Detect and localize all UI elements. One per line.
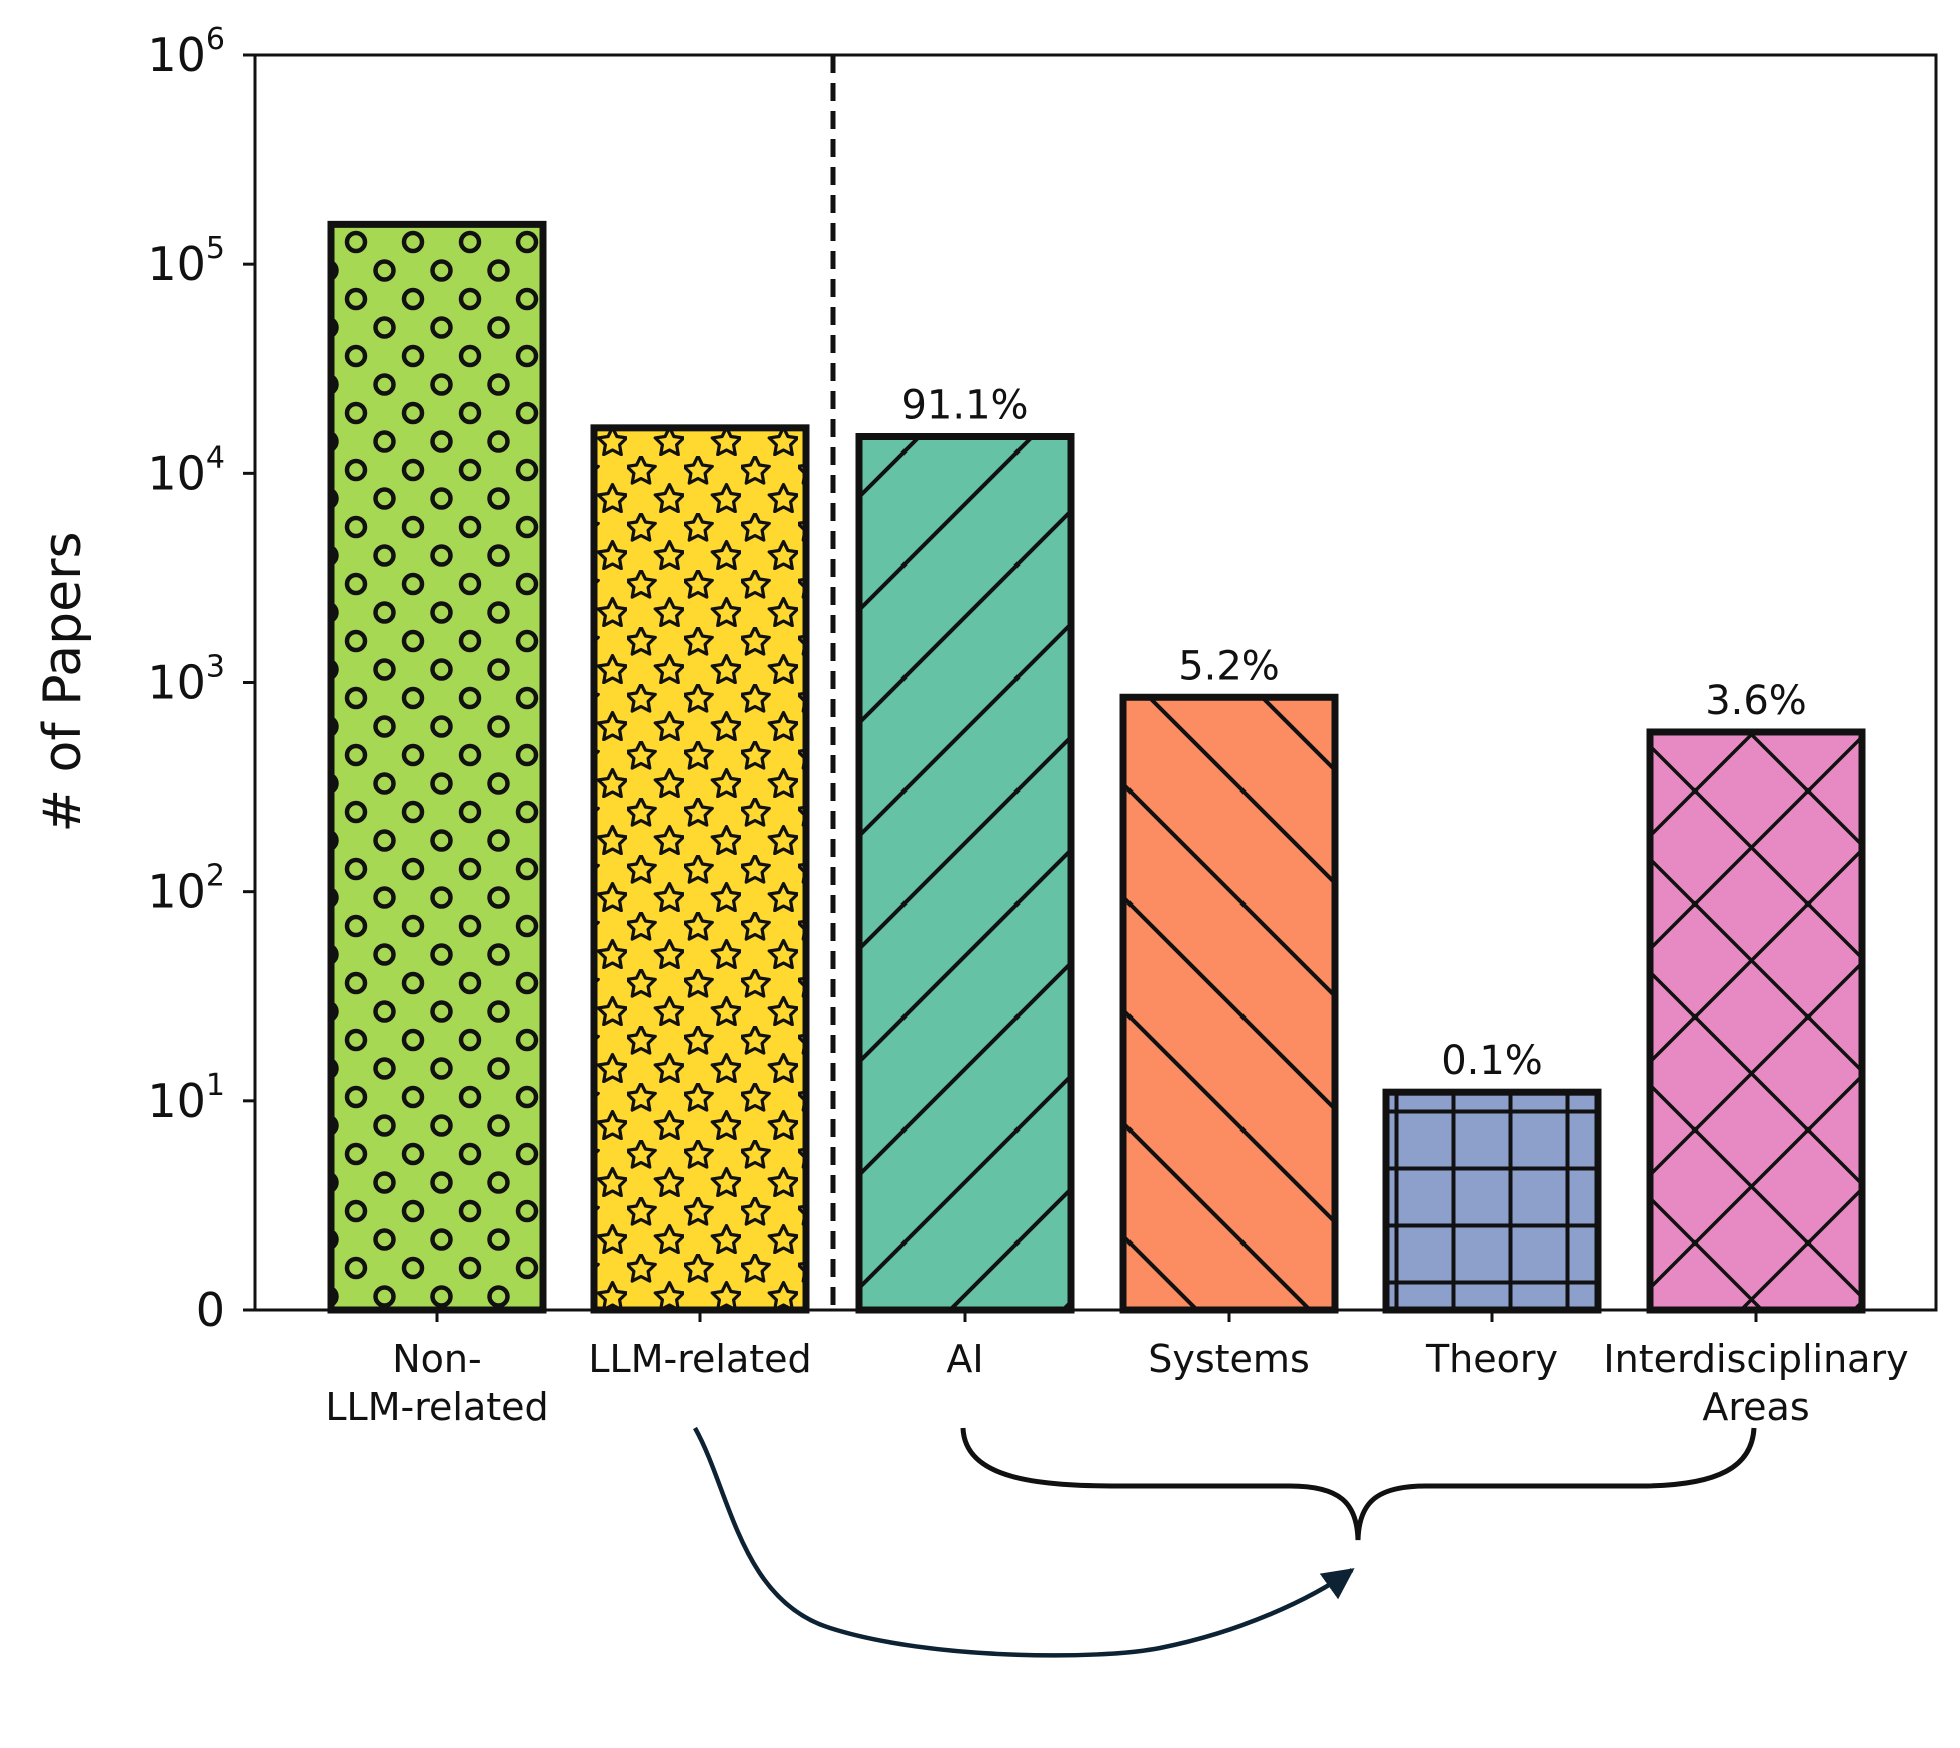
group-brace: [960, 1427, 1757, 1541]
bar-6: [1646, 728, 1866, 1314]
data-label: 5.2%: [1178, 643, 1280, 689]
x-tick-label: Interdisciplinary Areas: [1603, 1337, 1908, 1429]
y-tick-label: 101: [147, 1068, 225, 1128]
x-tick-label: Non-LLM-related: [325, 1337, 548, 1429]
data-labels-layer: 91.1% 5.2% 0.1% 3.6%: [901, 383, 1806, 1085]
bar-5: [1382, 1088, 1602, 1314]
x-tick-label: Systems: [1148, 1337, 1310, 1381]
bars-layer: [327, 220, 1866, 1314]
y-axis: 0 101 102 103 104 105 106: [147, 22, 255, 1337]
y-tick-label: 105: [147, 231, 225, 291]
x-tick-label: AI: [946, 1337, 983, 1381]
x-tick-label: LLM-related: [588, 1337, 811, 1381]
x-tick-label: Theory: [1425, 1337, 1558, 1381]
bar-2: [590, 424, 810, 1314]
y-tick-label: 0: [196, 1283, 225, 1337]
bar-1: [327, 220, 547, 1314]
y-tick-label: 106: [147, 22, 225, 82]
data-label: 0.1%: [1441, 1038, 1543, 1084]
data-label: 3.6%: [1705, 678, 1807, 724]
bar-4: [1119, 693, 1339, 1314]
data-label: 91.1%: [901, 383, 1028, 429]
y-tick-label: 103: [147, 650, 225, 710]
x-axis: Non-LLM-related LLM-related AI Systems Theor…: [325, 1310, 1909, 1429]
y-tick-label: 102: [147, 859, 225, 919]
y-axis-label: # of Papers: [33, 531, 93, 832]
llm-to-group-arrow: [693, 1426, 1355, 1658]
y-tick-label: 104: [147, 440, 225, 500]
bar-3: [855, 433, 1075, 1314]
